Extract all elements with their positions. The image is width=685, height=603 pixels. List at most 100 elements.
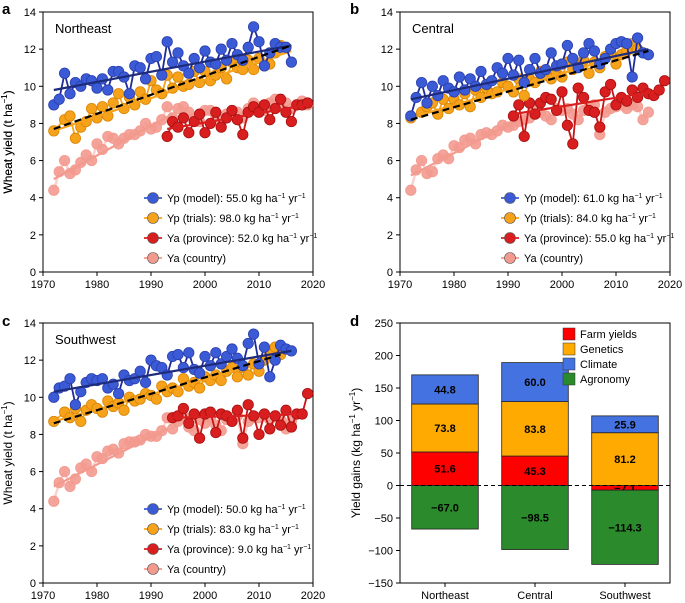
legend-label: Genetics <box>580 344 624 356</box>
legend-label-text: Yp (trials): 83.0 kg ha <box>167 524 272 536</box>
data-point <box>118 404 130 416</box>
legend-item: Yp (trials): 98.0 kg ha−1 yr−1 <box>144 212 299 225</box>
legend-swatch <box>562 342 576 356</box>
legend-label: Agronomy <box>580 374 631 386</box>
legend-label: Yp (model): 61.0 kg ha−1 yr−1 <box>524 193 663 205</box>
trend-line <box>513 88 665 116</box>
bar-value-label: 25.9 <box>614 419 635 431</box>
data-point <box>183 127 195 139</box>
y-axis-label: Wheat yield (t ha−1) <box>0 90 15 193</box>
y-tick-label: 4 <box>387 193 393 205</box>
x-tick-label: 1990 <box>139 590 163 602</box>
x-tick-label: 2010 <box>247 279 271 291</box>
data-point <box>161 101 173 113</box>
legend-label: Yp (model): 55.0 kg ha−1 yr−1 <box>167 193 306 205</box>
data-point <box>274 93 287 105</box>
y-tick-label: 0 <box>387 267 393 279</box>
data-point <box>75 415 87 428</box>
legend-item: Ya (country) <box>144 252 226 265</box>
data-point <box>91 82 103 94</box>
legend-label: Ya (province): 9.0 kg ha−1 yr−1 <box>167 544 311 556</box>
legend-label-sup: −1 <box>289 233 297 240</box>
legend-label-text: yr <box>636 213 649 225</box>
legend-label-text: yr <box>285 193 298 205</box>
data-point <box>199 350 211 363</box>
bar-segment <box>591 415 659 434</box>
bar-segment <box>411 485 479 530</box>
data-point <box>577 47 590 59</box>
legend-label-sup: −1 <box>309 233 317 240</box>
data-point <box>210 106 222 118</box>
trend-line <box>53 49 292 132</box>
x-tick-label: 2020 <box>658 279 682 291</box>
bar-value-label: 44.8 <box>434 384 455 396</box>
x-tick-label: 2000 <box>550 279 574 291</box>
legend-label-text: Yp (model): 55.0 kg ha <box>167 193 278 205</box>
x-tick-label: 2020 <box>301 279 325 291</box>
panel-title: Northeast <box>55 21 112 36</box>
data-point <box>545 93 557 105</box>
legend-label-text: Yp (model): 61.0 kg ha <box>524 193 635 205</box>
legend-label-text: Ya (province): 52.0 kg ha <box>167 233 290 245</box>
bar-value-label: 83.8 <box>524 424 545 436</box>
data-point <box>177 361 189 374</box>
data-point <box>475 65 487 78</box>
series-ya-province- <box>167 387 314 444</box>
legend-label: Ya (country) <box>167 253 226 265</box>
legend-item: Yp (model): 55.0 kg ha−1 yr−1 <box>144 192 306 205</box>
y-tick-label: 14 <box>381 7 393 19</box>
legend-label-sup: −1 <box>634 193 642 200</box>
y-tick-label: 0 <box>30 267 36 279</box>
y-axis-label-text: ) <box>349 388 363 392</box>
trend-line <box>53 44 292 92</box>
y-axis-label-text: ) <box>1 90 15 94</box>
legend-label: Yp (trials): 98.0 kg ha−1 yr−1 <box>167 213 299 225</box>
legend-label-sup: −1 <box>277 504 285 511</box>
x-tick-label: 2000 <box>193 279 217 291</box>
x-tick-label: 1990 <box>496 279 520 291</box>
data-point <box>545 47 557 59</box>
data-point <box>215 121 227 133</box>
data-point <box>172 47 184 59</box>
legend-label: Yp (trials): 83.0 kg ha−1 yr−1 <box>167 524 299 536</box>
trend-line <box>167 103 308 131</box>
series-yp-trials- <box>48 39 292 144</box>
data-point <box>253 428 265 441</box>
legend-label-text: yr <box>642 193 655 205</box>
legend: Yp (model): 61.0 kg ha−1 yr−1Yp (trials)… <box>501 192 674 265</box>
legend-label-text: Ya (country) <box>167 564 226 576</box>
data-point <box>631 32 644 44</box>
y-tick-label: 14 <box>24 7 36 19</box>
data-point <box>226 343 238 355</box>
legend-label-text: yr <box>279 213 292 225</box>
bar-value-label: 73.8 <box>434 423 455 435</box>
y-tick-label: 200 <box>375 351 393 363</box>
panel-label: b <box>350 1 359 18</box>
y-tick-label: 0 <box>387 481 393 493</box>
panel-label: a <box>2 1 11 18</box>
y-tick-label: 6 <box>30 156 36 168</box>
legend-label-text: Ya (province): 9.0 kg ha <box>167 544 284 556</box>
legend-marker <box>147 192 159 204</box>
data-point <box>588 106 601 118</box>
y-tick-label: 12 <box>24 44 36 56</box>
data-point <box>621 37 633 50</box>
chart-panel-a: a 1970 1980 1990 2000 2010 2020 0 2 4 6 8 10 12 14 Whea… <box>0 1 325 291</box>
dashed-trend-line <box>410 49 649 121</box>
plot-frame <box>399 11 671 273</box>
data-point <box>161 36 173 48</box>
data-point <box>194 432 206 444</box>
y-tick-label: 2 <box>387 230 393 242</box>
data-point <box>588 45 601 57</box>
data-point <box>264 423 276 435</box>
y-tick-label: 4 <box>30 504 36 516</box>
y-axis-label: Yield gains (kg ha−1 yr−1) <box>348 388 363 519</box>
legend-label-text: Ya (country) <box>524 253 583 265</box>
x-tick-label: 1980 <box>85 279 109 291</box>
bar-segment <box>501 485 569 550</box>
data-point <box>496 67 509 79</box>
legend-marker <box>147 543 159 555</box>
legend-marker <box>147 503 159 515</box>
